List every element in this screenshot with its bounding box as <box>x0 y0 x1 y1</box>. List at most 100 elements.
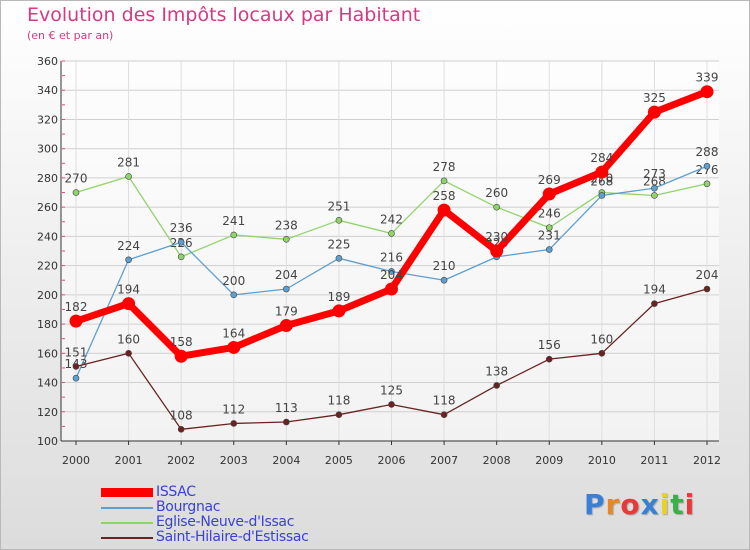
x-tick-label: 2012 <box>693 454 721 467</box>
legend-swatch <box>101 537 153 539</box>
data-label: 194 <box>643 283 666 297</box>
data-label: 225 <box>327 237 350 251</box>
legend-label: ISSAC <box>156 484 196 500</box>
data-point <box>388 401 395 408</box>
data-label: 273 <box>643 167 666 181</box>
legend-label: Saint-Hilaire-d'Estissac <box>156 529 309 545</box>
data-point <box>230 291 238 299</box>
data-point <box>647 105 661 119</box>
data-point <box>440 177 448 185</box>
data-point <box>703 285 711 293</box>
data-point <box>283 418 290 426</box>
data-point <box>177 238 185 246</box>
data-point <box>440 276 448 284</box>
x-tick-label: 2006 <box>378 454 406 467</box>
x-tick-label: 2011 <box>640 454 668 467</box>
y-tick-label: 140 <box>37 377 58 390</box>
data-point <box>545 246 553 253</box>
legend-item: ISSAC <box>101 484 361 500</box>
data-point <box>283 236 290 243</box>
data-point <box>490 244 504 258</box>
data-point <box>335 217 343 224</box>
data-point <box>125 256 132 264</box>
data-label: 158 <box>170 335 193 349</box>
data-point <box>598 350 606 357</box>
data-label: 242 <box>380 212 403 226</box>
y-tick-label: 160 <box>37 347 58 360</box>
x-tick-label: 2010 <box>588 454 616 467</box>
data-point <box>335 255 343 262</box>
x-tick-label: 2004 <box>272 454 300 467</box>
y-tick-label: 220 <box>37 260 58 273</box>
x-tick-label: 2002 <box>167 454 195 467</box>
y-tick-label: 360 <box>37 55 58 68</box>
data-point <box>332 304 346 318</box>
data-point <box>177 253 185 261</box>
data-point <box>651 192 658 199</box>
data-point <box>651 300 658 307</box>
data-point <box>545 224 553 231</box>
data-point <box>545 355 553 363</box>
data-label: 200 <box>222 274 245 288</box>
data-point <box>542 187 556 201</box>
data-label: 179 <box>275 305 298 319</box>
data-label: 278 <box>433 160 456 174</box>
data-label: 276 <box>696 163 719 177</box>
y-tick-label: 200 <box>37 289 58 302</box>
data-label: 160 <box>590 332 613 346</box>
data-label: 189 <box>327 290 350 304</box>
data-label: 325 <box>643 91 666 105</box>
legend-item: Bourgnac <box>101 499 361 515</box>
x-tick-label: 2003 <box>220 454 248 467</box>
y-tick-label: 280 <box>37 172 58 185</box>
data-label: 269 <box>538 173 561 187</box>
data-point <box>72 189 80 196</box>
data-label: 284 <box>590 151 613 165</box>
data-label: 258 <box>433 189 456 203</box>
data-point <box>700 85 714 99</box>
logo-letter: i <box>684 488 696 521</box>
data-label: 112 <box>222 402 245 416</box>
x-tick-label: 2008 <box>483 454 511 467</box>
data-point <box>598 192 606 199</box>
data-point <box>385 282 398 296</box>
data-label: 224 <box>117 239 140 253</box>
data-label: 182 <box>65 300 88 314</box>
data-point <box>283 285 290 293</box>
data-point <box>279 319 293 333</box>
proxiti-logo: Proxiti <box>584 488 695 521</box>
data-label: 268 <box>643 174 666 188</box>
data-label: 270 <box>65 172 88 186</box>
data-label: 230 <box>485 230 508 244</box>
data-label: 194 <box>117 283 140 297</box>
data-point <box>335 411 343 418</box>
data-label: 238 <box>275 218 298 232</box>
y-tick-label: 180 <box>37 318 58 331</box>
x-tick-label: 2001 <box>115 454 143 467</box>
data-point <box>493 382 500 389</box>
data-label: 138 <box>485 364 508 378</box>
y-tick-label: 300 <box>37 143 58 156</box>
data-point <box>493 203 500 211</box>
data-point <box>437 203 451 217</box>
data-point <box>174 349 188 363</box>
data-point <box>177 426 185 433</box>
data-point <box>388 230 395 237</box>
legend-swatch <box>101 507 153 509</box>
data-point <box>230 420 238 427</box>
chart-legend: ISSAC Bourgnac Eglise-Neuve-d'Issac Saint-H… <box>101 484 361 545</box>
data-label: 204 <box>380 268 403 282</box>
logo-letter: t <box>670 488 685 521</box>
data-label: 125 <box>380 383 403 397</box>
data-point <box>125 173 132 180</box>
data-label: 210 <box>433 259 456 273</box>
data-point <box>125 350 132 357</box>
logo-letter: P <box>584 488 606 521</box>
legend-item: Saint-Hilaire-d'Estissac <box>101 529 361 545</box>
y-tick-label: 120 <box>37 406 58 419</box>
data-label: 281 <box>117 155 140 169</box>
logo-letter: r <box>605 488 621 521</box>
y-tick-label: 320 <box>37 113 58 126</box>
